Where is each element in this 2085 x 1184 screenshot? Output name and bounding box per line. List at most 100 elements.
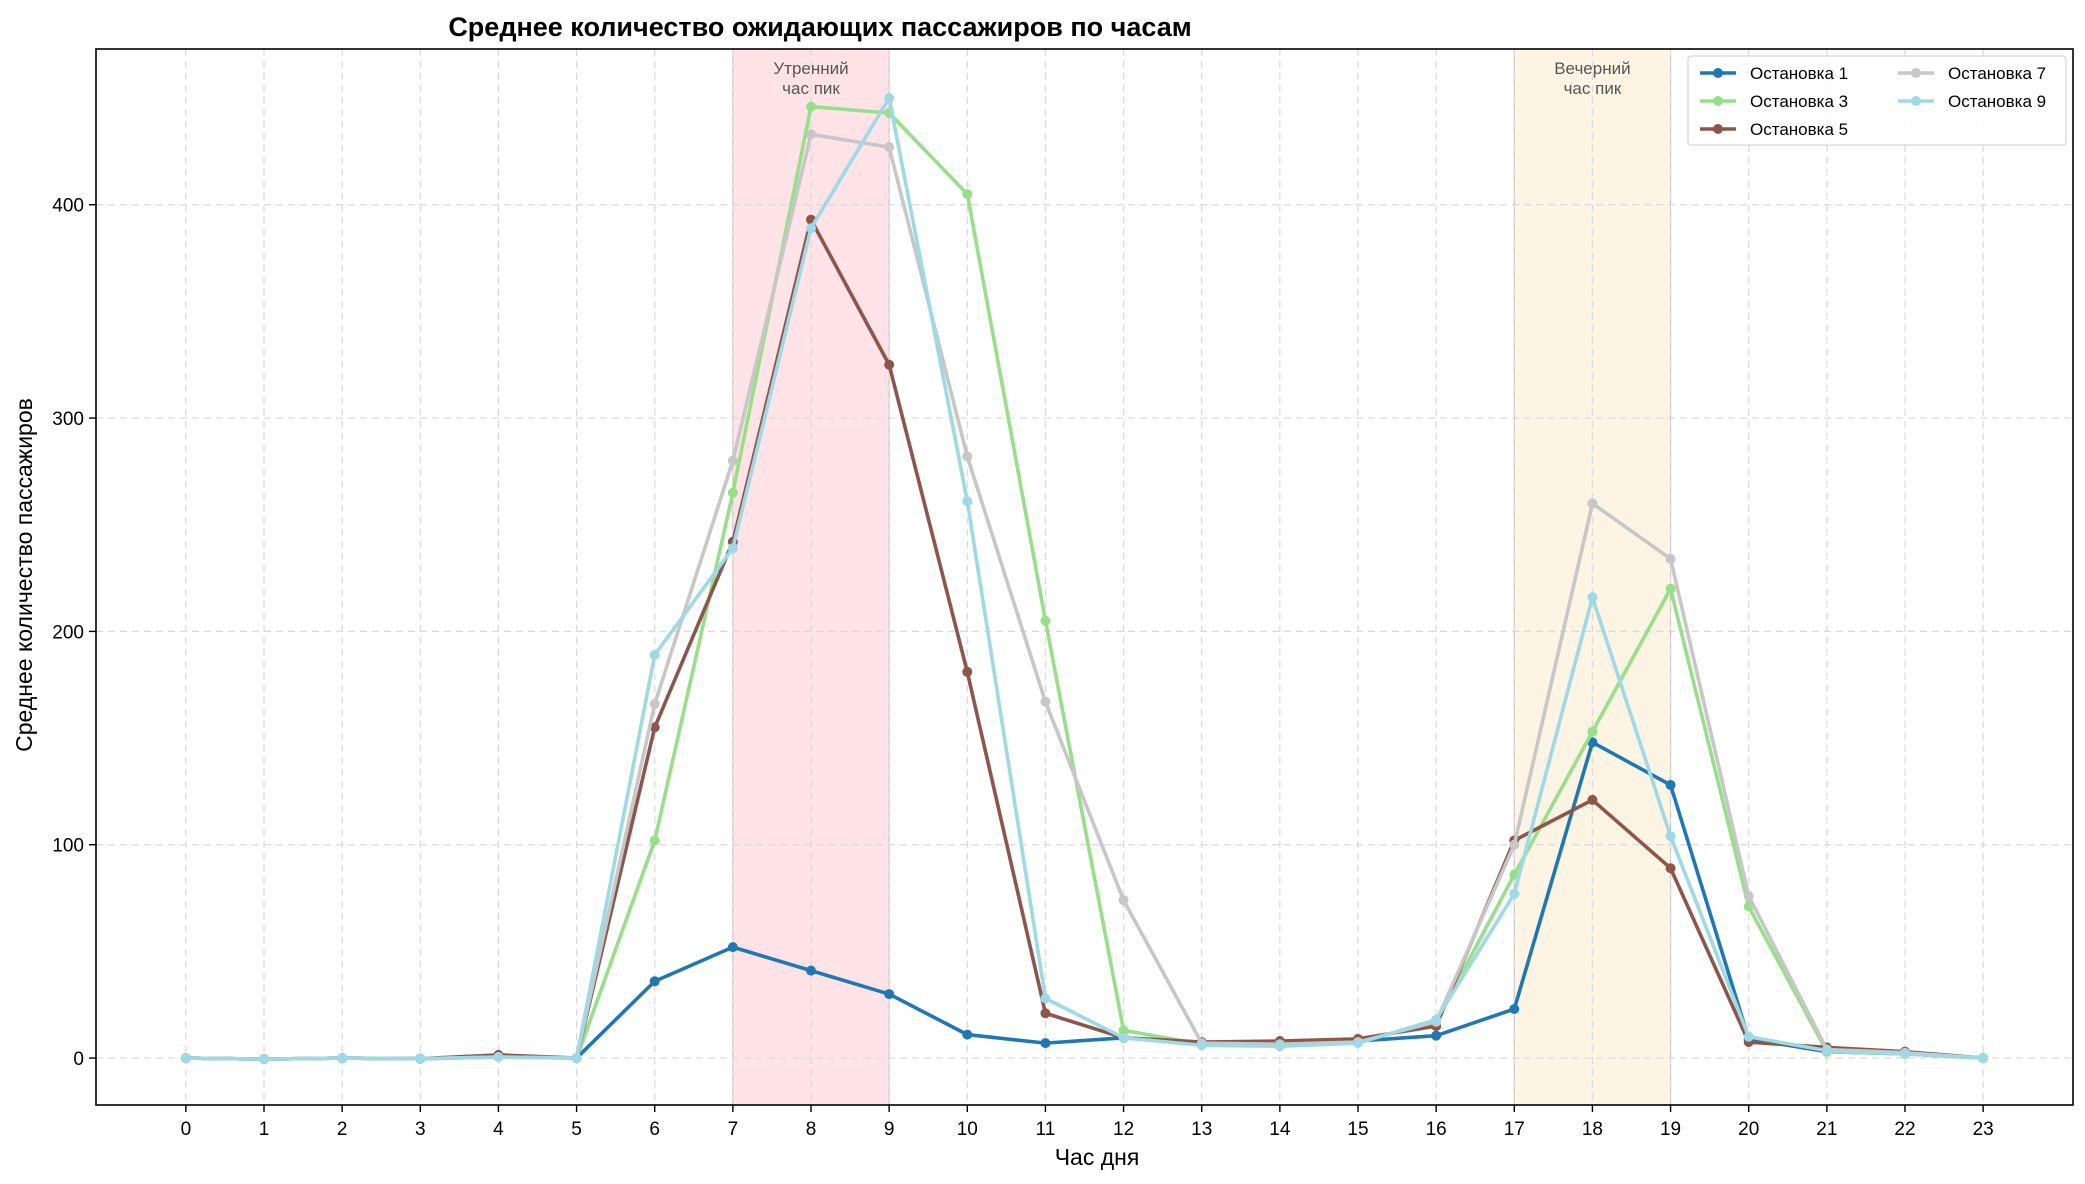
data-point <box>727 543 738 554</box>
x-tick-label: 5 <box>571 1119 582 1140</box>
data-point <box>1352 1038 1363 1049</box>
legend-label: Остановка 1 <box>1750 64 1848 83</box>
data-point <box>806 965 817 976</box>
data-point <box>962 666 973 677</box>
data-point <box>727 942 738 953</box>
data-point <box>884 989 895 1000</box>
data-point <box>1821 1045 1832 1056</box>
x-tick-label: 8 <box>806 1119 817 1140</box>
series-line <box>184 96 1985 1061</box>
series-line <box>184 217 1985 1061</box>
data-point <box>962 451 973 462</box>
x-tick-label: 20 <box>1738 1119 1759 1140</box>
y-tick-label: 400 <box>52 196 84 217</box>
data-point <box>1274 1041 1285 1052</box>
series-2 <box>180 101 1989 1065</box>
series-lines <box>180 93 1989 1065</box>
legend-label: Остановка 7 <box>1948 64 2046 83</box>
x-tick-label: 17 <box>1504 1119 1525 1140</box>
data-point <box>1665 863 1676 874</box>
x-tick-label: 13 <box>1191 1119 1212 1140</box>
data-point <box>1431 1030 1442 1041</box>
legend-item: Остановка 7 <box>1898 64 2046 83</box>
data-point <box>727 487 738 498</box>
x-tick-label: 1 <box>259 1119 270 1140</box>
peak-band-label: Вечерний <box>1554 59 1630 78</box>
data-point <box>1665 780 1676 790</box>
y-axis-title: Среднее количество пассажиров <box>11 398 37 752</box>
y-tick-label: 200 <box>52 622 84 643</box>
data-point <box>806 101 817 112</box>
data-point <box>571 1053 582 1064</box>
legend-item: Остановка 1 <box>1700 64 1848 83</box>
data-point <box>884 142 895 153</box>
data-point <box>180 1053 191 1064</box>
data-point <box>1743 890 1754 901</box>
peak-band-label: час пик <box>782 79 840 98</box>
legend-item: Остановка 5 <box>1700 120 1848 139</box>
x-axis-ticks: 0 1 2 3 4 5 6 7 8 9 10 11 12 13 14 15 16 17 18 19 20 21 22 23 <box>181 1105 1994 1140</box>
chart-title: Среднее количество ожидающих пассажиров … <box>448 12 1191 42</box>
y-tick-label: 0 <box>73 1049 84 1070</box>
data-point <box>1587 726 1598 737</box>
y-tick-label: 100 <box>52 836 84 857</box>
legend-item: Остановка 3 <box>1700 92 1848 111</box>
x-tick-label: 21 <box>1816 1119 1837 1140</box>
x-tick-label: 0 <box>181 1119 192 1140</box>
legend-swatch-marker <box>1911 68 1921 78</box>
data-point <box>337 1053 348 1064</box>
x-axis-title: Час дня <box>1055 1144 1140 1170</box>
y-axis-ticks: 0 100 200 300 400 <box>52 196 96 1070</box>
data-point <box>493 1052 504 1062</box>
x-tick-label: 11 <box>1036 1119 1056 1140</box>
series-line <box>184 740 1985 1061</box>
x-tick-label: 3 <box>415 1119 426 1140</box>
legend-label: Остановка 9 <box>1948 92 2046 111</box>
x-tick-label: 15 <box>1347 1119 1368 1140</box>
data-point <box>1899 1048 1910 1059</box>
data-point <box>1118 1025 1129 1036</box>
legend-item: Остановка 9 <box>1898 92 2046 111</box>
data-point <box>1743 1031 1754 1042</box>
legend-swatch-marker <box>1713 124 1723 134</box>
data-point <box>415 1053 426 1064</box>
data-point <box>1118 895 1129 906</box>
data-point <box>1040 993 1051 1004</box>
data-point <box>1431 1014 1442 1025</box>
data-point <box>649 698 660 709</box>
x-tick-label: 6 <box>649 1119 660 1140</box>
data-point <box>649 976 660 987</box>
data-point <box>1509 839 1520 850</box>
legend-swatch-marker <box>1713 68 1723 78</box>
legend-label: Остановка 5 <box>1750 120 1848 139</box>
data-point <box>649 649 660 660</box>
data-point <box>1509 1004 1520 1014</box>
x-tick-label: 16 <box>1426 1119 1447 1140</box>
x-tick-label: 10 <box>957 1119 978 1140</box>
x-tick-label: 4 <box>493 1119 504 1140</box>
data-point <box>649 835 660 846</box>
data-point <box>259 1054 270 1065</box>
x-tick-label: 19 <box>1660 1119 1681 1140</box>
x-tick-label: 12 <box>1113 1119 1134 1140</box>
data-point <box>649 722 660 733</box>
series-line <box>184 104 1985 1061</box>
data-point <box>806 129 817 140</box>
data-point <box>1665 583 1676 594</box>
data-point <box>1978 1053 1989 1064</box>
x-tick-label: 9 <box>884 1119 895 1140</box>
grid-lines <box>96 49 2073 1105</box>
data-point <box>1196 1040 1207 1051</box>
y-tick-label: 300 <box>52 409 84 430</box>
peak-band-label: час пик <box>1564 79 1622 98</box>
data-point <box>727 455 738 466</box>
legend-swatch-marker <box>1713 96 1723 106</box>
data-point <box>1509 869 1520 880</box>
data-point <box>1118 1032 1129 1043</box>
data-point <box>962 189 973 200</box>
data-point <box>962 1029 973 1040</box>
data-point <box>1040 696 1051 707</box>
data-point <box>806 223 817 234</box>
